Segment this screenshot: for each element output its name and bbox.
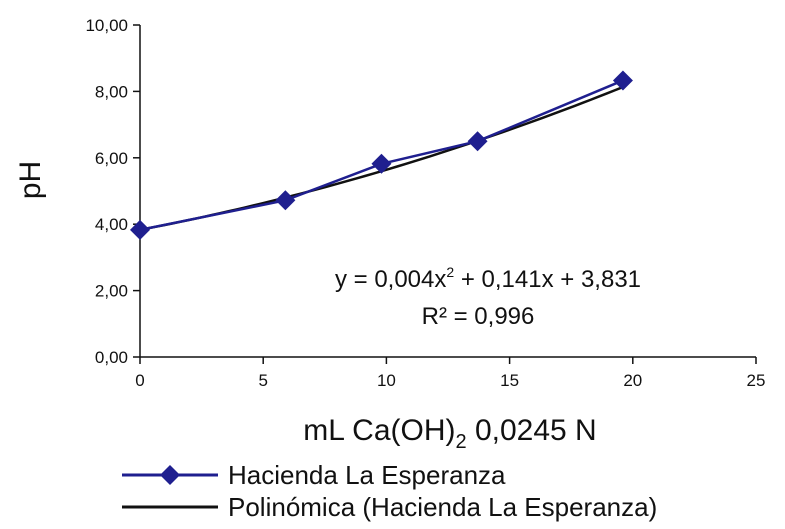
axes	[139, 25, 756, 358]
series-markers	[130, 70, 633, 240]
x-axis-title-main: mL Ca(OH)	[303, 414, 455, 447]
data-point	[467, 131, 488, 152]
y-axis-title: pH	[14, 161, 47, 199]
x-ticks: 0 5 10 15 20 25	[135, 357, 765, 390]
equation-suffix: + 0,141x + 3,831	[454, 266, 641, 293]
trendline-equation: y = 0,004x2 + 0,141x + 3,831	[335, 264, 641, 293]
x-tick-label: 25	[747, 371, 766, 390]
data-point	[371, 153, 392, 174]
x-tick-label: 10	[377, 371, 396, 390]
x-axis-title: mL Ca(OH)2 0,0245 N	[303, 414, 596, 453]
r-squared-label: R² = 0,996	[422, 303, 535, 330]
data-point	[130, 219, 150, 240]
equation-prefix: y = 0,004x	[335, 266, 446, 293]
y-tick-label: 10,00	[85, 16, 128, 35]
x-tick-label: 0	[135, 371, 144, 390]
data-point	[612, 70, 633, 91]
x-tick-label: 5	[258, 371, 267, 390]
x-axis-title-suffix: 0,0245 N	[467, 414, 597, 447]
y-tick-label: 2,00	[95, 282, 128, 301]
legend: Hacienda La Esperanza Polinómica (Hacien…	[122, 460, 657, 522]
y-tick-label: 6,00	[95, 149, 128, 168]
y-tick-label: 8,00	[95, 82, 128, 101]
x-tick-label: 20	[623, 371, 642, 390]
data-point	[275, 190, 296, 211]
legend-series-marker	[160, 465, 180, 485]
x-tick-label: 15	[500, 371, 519, 390]
x-axis-title-subscript: 2	[456, 431, 467, 453]
legend-series-label: Hacienda La Esperanza	[228, 460, 506, 490]
equation-exponent: 2	[446, 264, 454, 280]
y-ticks: 0,00 2,00 4,00 6,00 8,00 10,00	[85, 16, 140, 367]
y-tick-label: 0,00	[95, 348, 128, 367]
legend-trendline-label: Polinómica (Hacienda La Esperanza)	[228, 492, 657, 522]
y-tick-label: 4,00	[95, 215, 128, 234]
